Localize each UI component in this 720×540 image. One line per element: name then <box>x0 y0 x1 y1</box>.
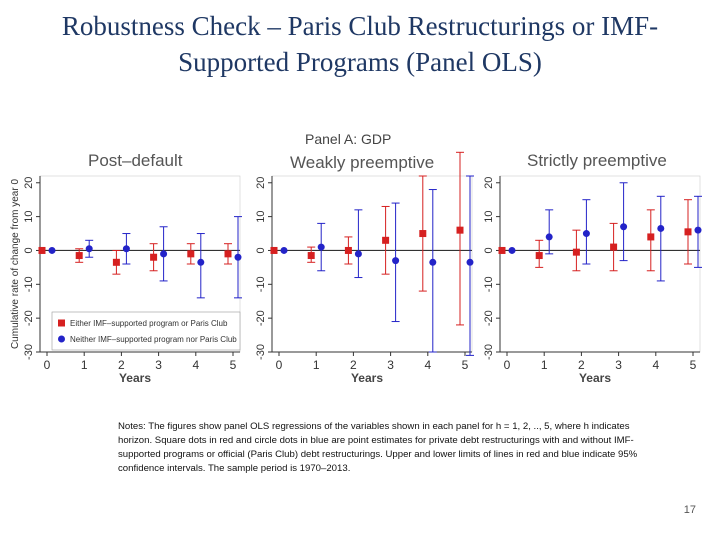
x-tick-label-3: 2 <box>578 358 585 372</box>
point-circle-blue-p3 <box>545 233 553 241</box>
x-tick-label-1: 4 <box>192 358 199 372</box>
y-tick-label-3: -30 <box>483 344 495 360</box>
point-square-red-p3 <box>684 228 692 236</box>
y-tick-label-1: 0 <box>23 247 35 253</box>
x-tick-label-3: 1 <box>541 358 548 372</box>
y-tick-label-3: -20 <box>483 310 495 326</box>
y-tick-label-1: -30 <box>23 344 35 360</box>
point-circle-blue-p1 <box>85 245 93 253</box>
x-tick-label-1: 2 <box>118 358 125 372</box>
point-circle-blue-p1 <box>234 253 242 261</box>
point-square-red-p1 <box>38 246 46 254</box>
point-circle-blue-p3 <box>620 223 628 231</box>
point-circle-blue-p3 <box>582 230 590 238</box>
point-square-red-p2 <box>307 252 315 260</box>
point-square-red-p3 <box>647 233 655 241</box>
point-circle-blue-p1 <box>48 246 56 254</box>
legend-marker-circle <box>58 335 65 343</box>
point-circle-blue-p2 <box>429 258 437 266</box>
x-tick-label-2: 4 <box>424 358 431 372</box>
y-tick-label-2: -30 <box>255 344 267 360</box>
x-tick-label-2: 0 <box>276 358 283 372</box>
point-square-red-p3 <box>498 246 506 254</box>
x-tick-label-1: 1 <box>81 358 88 372</box>
x-tick-label-3: 3 <box>615 358 622 372</box>
x-tick-label-1: 3 <box>155 358 162 372</box>
point-square-red-p1 <box>112 258 120 266</box>
point-circle-blue-p1 <box>197 258 205 266</box>
legend-marker-square <box>58 319 65 327</box>
point-square-red-p1 <box>150 253 158 261</box>
legend-label: Neither IMF–supported program nor Paris … <box>70 335 237 344</box>
point-circle-blue-p2 <box>354 250 362 258</box>
point-square-red-p1 <box>224 250 232 258</box>
x-axis-title-3: Years <box>579 371 611 385</box>
y-tick-label-3: 0 <box>483 247 495 253</box>
y-tick-label-1: 20 <box>23 177 35 189</box>
panel-title-1: Post–default <box>88 151 183 170</box>
x-tick-label-2: 5 <box>462 358 469 372</box>
point-square-red-p1 <box>75 252 83 260</box>
x-tick-label-2: 3 <box>387 358 394 372</box>
point-square-red-p3 <box>572 248 580 256</box>
y-axis-title: Cumulative rate of change from year 0 <box>10 179 21 350</box>
x-tick-label-3: 4 <box>652 358 659 372</box>
page-number: 17 <box>683 504 696 516</box>
panel-frame-2 <box>271 175 473 353</box>
point-square-red-p2 <box>270 246 278 254</box>
point-square-red-p2 <box>419 230 427 238</box>
point-circle-blue-p3 <box>508 246 516 254</box>
y-tick-label-2: -10 <box>255 276 267 292</box>
x-tick-label-1: 5 <box>230 358 237 372</box>
point-circle-blue-p2 <box>392 257 400 265</box>
legend-label: Either IMF–supported program or Paris Cl… <box>70 319 228 328</box>
y-tick-label-2: 0 <box>255 247 267 253</box>
y-tick-label-2: -20 <box>255 310 267 326</box>
x-tick-label-2: 1 <box>313 358 320 372</box>
point-circle-blue-p2 <box>280 246 288 254</box>
x-axis-title-2: Years <box>351 371 383 385</box>
point-square-red-p2 <box>344 246 352 254</box>
point-circle-blue-p1 <box>122 245 130 253</box>
point-circle-blue-p1 <box>160 250 168 258</box>
panel-title-3: Strictly preemptive <box>527 151 667 170</box>
point-square-red-p2 <box>456 226 464 234</box>
y-tick-label-2: 20 <box>255 177 267 189</box>
point-square-red-p1 <box>187 250 195 258</box>
panel-frame-3 <box>499 175 701 353</box>
panel-title-2: Weakly preemptive <box>290 153 434 172</box>
y-tick-label-1: 10 <box>23 210 35 222</box>
x-tick-label-1: 0 <box>44 358 51 372</box>
point-circle-blue-p2 <box>466 258 474 266</box>
legend-box <box>51 311 241 351</box>
y-tick-label-1: -10 <box>23 276 35 292</box>
x-tick-label-3: 5 <box>690 358 697 372</box>
y-tick-label-3: 20 <box>483 177 495 189</box>
slide-title: Robustness Check – Paris Club Restructur… <box>61 11 659 77</box>
figure-notes: Notes: The figures show panel OLS regres… <box>118 421 638 474</box>
point-circle-blue-p3 <box>694 226 702 234</box>
chart-super-title: Panel A: GDP <box>305 131 391 147</box>
x-tick-label-2: 2 <box>350 358 357 372</box>
point-square-red-p3 <box>535 252 543 260</box>
x-axis-title-1: Years <box>119 371 151 385</box>
x-tick-label-3: 0 <box>504 358 511 372</box>
point-square-red-p3 <box>610 243 618 251</box>
y-tick-label-1: -20 <box>23 310 35 326</box>
y-tick-label-3: 10 <box>483 210 495 222</box>
y-tick-label-3: -10 <box>483 276 495 292</box>
point-circle-blue-p3 <box>657 224 665 232</box>
point-circle-blue-p2 <box>317 243 325 251</box>
y-tick-label-2: 10 <box>255 210 267 222</box>
point-square-red-p2 <box>382 236 390 244</box>
